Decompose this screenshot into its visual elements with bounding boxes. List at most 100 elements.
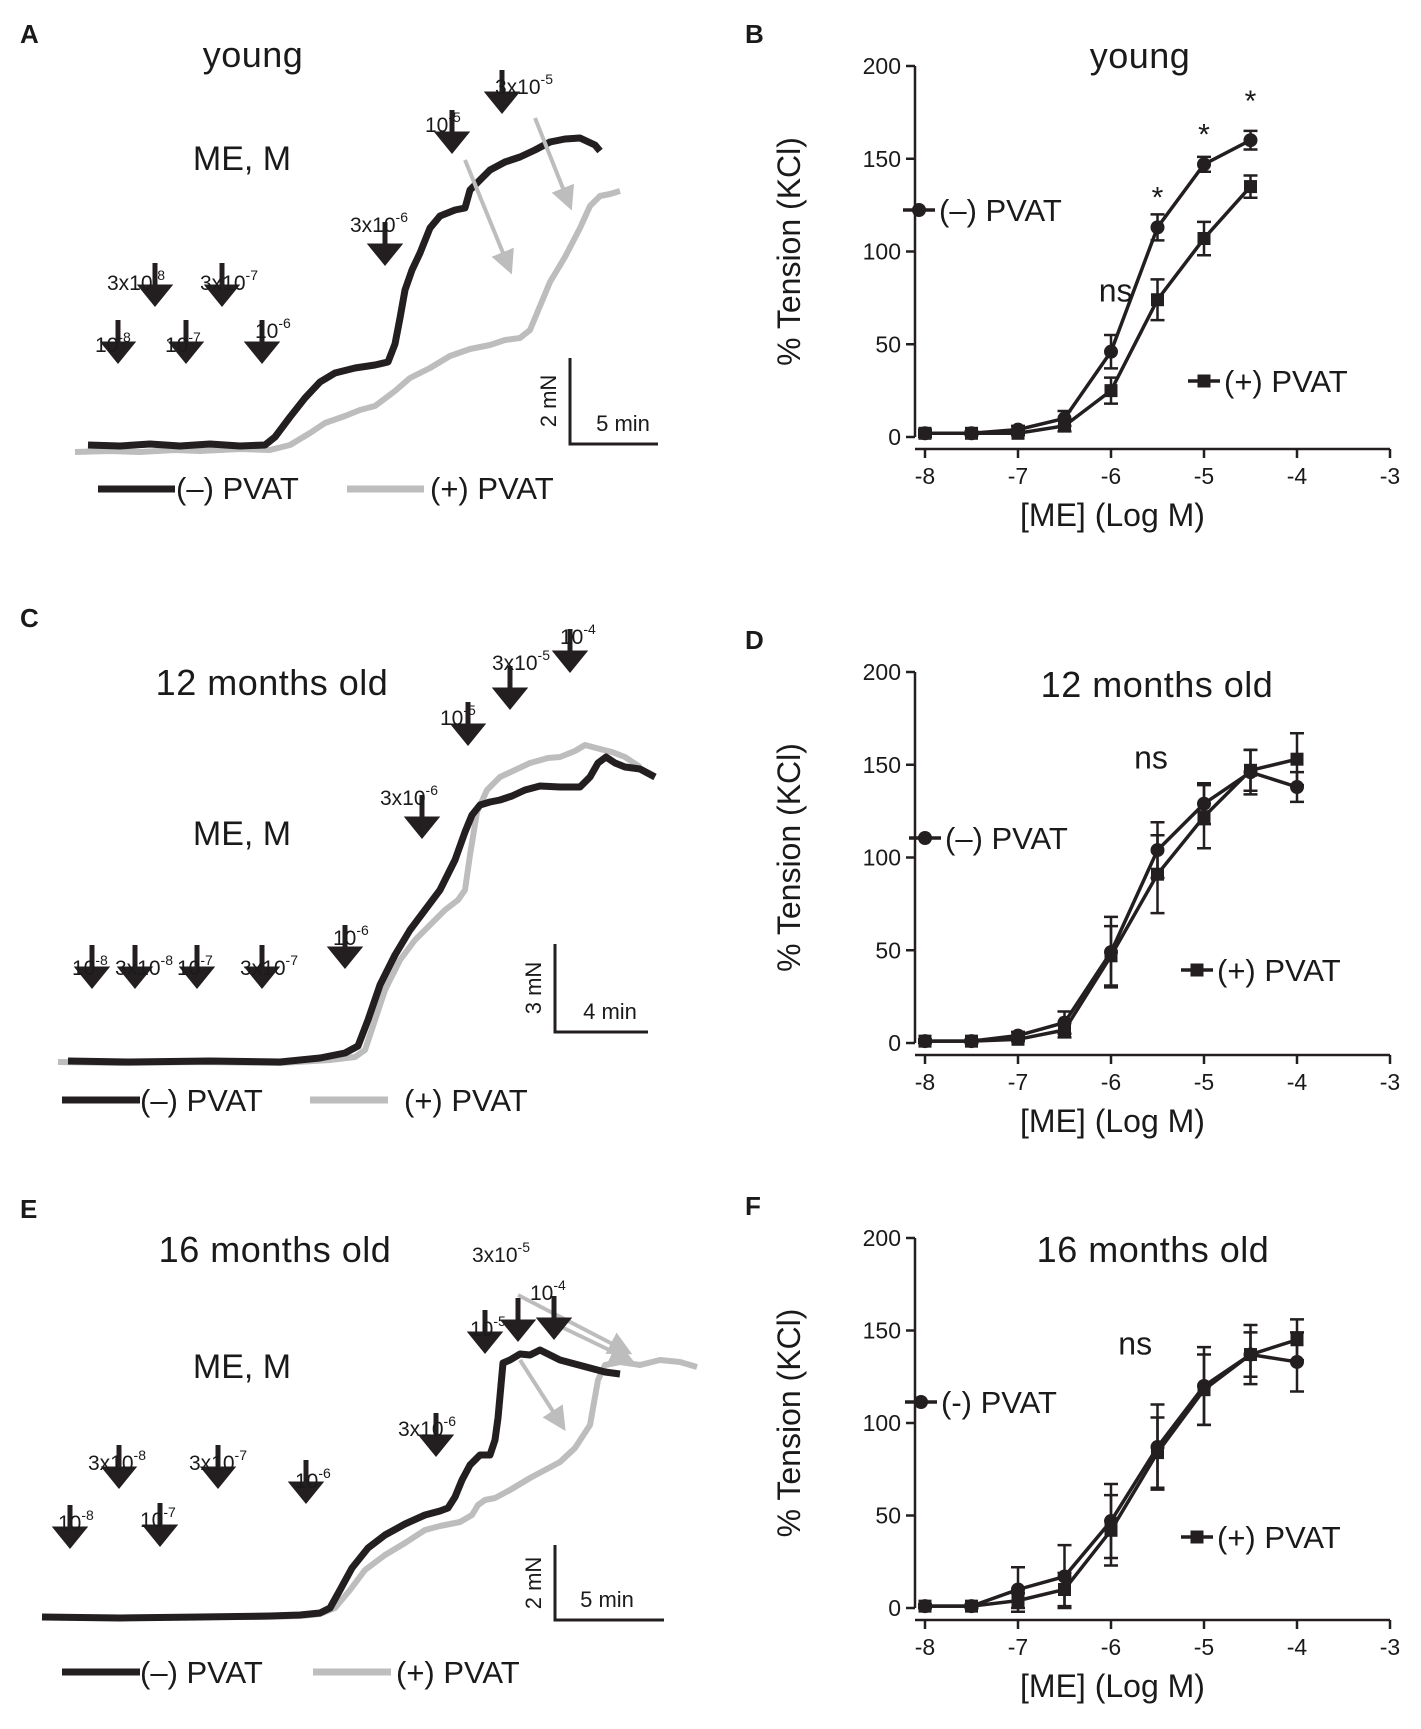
dose-label: 3x10-6 — [380, 782, 438, 810]
dose-label: 3x10-6 — [350, 209, 408, 237]
legend-marker — [1190, 963, 1204, 977]
drug-label-c: ME, M — [193, 815, 291, 853]
x-tick-label: -8 — [915, 1069, 935, 1095]
data-point — [918, 426, 932, 440]
dose-arrow — [287, 1460, 325, 1504]
dose-arrow — [466, 1310, 504, 1354]
series-line — [925, 770, 1298, 1043]
y-tick-label: 0 — [888, 1595, 901, 1621]
y-tick-label: 50 — [875, 937, 901, 963]
dose-label: 3x10-7 — [200, 267, 258, 295]
dose-arrow — [403, 795, 441, 839]
x-tick-label: -7 — [1008, 1634, 1028, 1660]
trace-title-e: 16 months old — [159, 1229, 392, 1270]
data-point — [1290, 1333, 1304, 1347]
scale-x-e: 5 min — [580, 1587, 634, 1612]
data-point — [1151, 293, 1164, 307]
legend-marker — [912, 203, 926, 217]
dose-arrow — [116, 945, 154, 989]
x-tick-label: -6 — [1101, 1069, 1121, 1095]
data-point — [1104, 1523, 1118, 1537]
washout-arrow-a2 — [533, 117, 575, 211]
dose-label: 10-7 — [140, 1504, 176, 1532]
x-tick-label: -4 — [1287, 1634, 1308, 1660]
data-point — [1197, 810, 1211, 824]
dose-label: 10-5 — [470, 1313, 506, 1341]
dose-arrow — [100, 1445, 138, 1489]
data-point — [1243, 133, 1258, 148]
data-point — [1197, 157, 1211, 172]
x-tick-label: -3 — [1380, 1069, 1400, 1095]
legend-e: (–) PVAT (+) PVAT — [62, 1655, 520, 1690]
legend-plus-e: (+) PVAT — [396, 1655, 520, 1690]
data-point — [1290, 752, 1304, 766]
dose-arrow — [136, 263, 174, 307]
panel-label: D — [745, 625, 764, 655]
legend-label: (+) PVAT — [1217, 953, 1341, 988]
scale-y-e: 2 mN — [521, 1557, 546, 1610]
ns-annotation: ns — [1118, 1326, 1152, 1362]
chart-d: D 0 50 100 150 200 -8 -7 -6 -5 -4 -3 [ME] (Log M) % T… — [745, 625, 1400, 1139]
ns-annotation: ns — [1099, 273, 1133, 309]
legend-plus-a: (+) PVAT — [430, 471, 554, 506]
dose-label: 3x10-8 — [88, 1447, 146, 1475]
dose-arrow — [243, 320, 281, 364]
x-tick-label: -7 — [1008, 1069, 1028, 1095]
panel-e: E 16 months old ME, M 10-8 3x10-8 10-7 3x10… — [20, 1194, 698, 1690]
y-axis-label: % Tension (KCl) — [771, 1309, 807, 1538]
dose-arrow — [417, 1413, 455, 1457]
legend-marker — [1190, 1530, 1204, 1544]
panel-label: B — [745, 19, 764, 49]
y-tick-label: 50 — [875, 331, 901, 357]
x-tick-label: -8 — [915, 463, 935, 489]
data-point — [965, 1599, 978, 1613]
series-line — [925, 138, 1252, 436]
data-point — [1058, 1023, 1071, 1037]
panel-label-e: E — [20, 1194, 37, 1224]
scale-bar-e: 2 mN 5 min — [521, 1545, 664, 1622]
legend-minus-e: (–) PVAT — [140, 1655, 263, 1690]
legend-plus-c: (+) PVAT — [404, 1083, 528, 1118]
dose-group-c: 10-8 3x10-8 10-7 3x10-7 10-6 3x10-6 10-5 3x10-5… — [72, 621, 596, 989]
x-axis-label: [ME] (Log M) — [1020, 1103, 1205, 1139]
dose-label: 3x10-5 — [495, 71, 553, 99]
washout-arrow-a1 — [463, 159, 514, 275]
scale-x-a: 5 min — [596, 411, 650, 436]
panel-label-c: C — [20, 603, 39, 633]
data-point — [1244, 180, 1257, 194]
dose-label: 10-4 — [530, 1277, 566, 1305]
dose-arrow — [141, 1503, 179, 1547]
series-line — [925, 757, 1298, 1043]
y-tick-label: 100 — [863, 845, 901, 871]
y-tick-label: 0 — [888, 1030, 901, 1056]
y-tick-label: 50 — [875, 1503, 901, 1529]
legend-marker — [1197, 374, 1211, 388]
y-tick-label: 150 — [863, 146, 901, 172]
scale-bar-a: 2 mN 5 min — [536, 358, 658, 446]
dose-arrow — [551, 629, 589, 673]
x-tick-label: -6 — [1101, 1634, 1121, 1660]
panel-a: A young ME, M 10-8 3x10-8 10-7 3x10-7 10-6 3x… — [20, 19, 658, 506]
legend-minus-c: (–) PVAT — [140, 1083, 263, 1118]
y-tick-label: 100 — [863, 1410, 901, 1436]
x-tick-label: -6 — [1101, 463, 1121, 489]
dose-label: 10-6 — [333, 922, 369, 950]
dose-arrow — [483, 70, 521, 114]
drug-label-e: ME, M — [193, 1348, 291, 1386]
data-point — [1197, 232, 1211, 246]
dose-label: 10-5 — [425, 109, 461, 137]
x-tick-label: -5 — [1194, 1069, 1214, 1095]
legend-label: (–) PVAT — [945, 821, 1068, 856]
dose-arrow — [178, 945, 216, 989]
legend-label: (-) PVAT — [941, 1385, 1057, 1420]
dose-arrow — [449, 702, 487, 746]
dose-arrow — [499, 1298, 537, 1342]
data-point — [1151, 1446, 1164, 1460]
dose-arrow — [199, 1445, 237, 1489]
legend-marker — [918, 831, 932, 845]
data-point — [1058, 1583, 1071, 1596]
dose-label: 10-8 — [72, 952, 108, 980]
dose-arrow — [491, 666, 529, 710]
x-tick-label: -8 — [915, 1634, 935, 1660]
